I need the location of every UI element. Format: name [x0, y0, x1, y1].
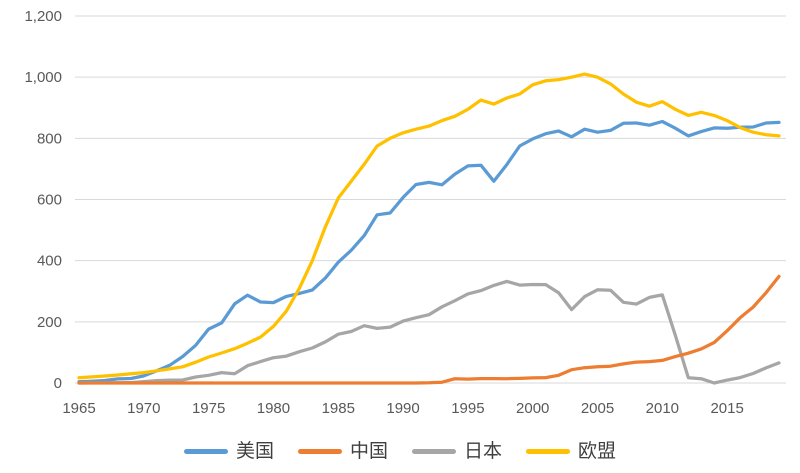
x-axis-tick-label: 1980: [257, 400, 290, 417]
y-axis-tick-label: 400: [37, 253, 62, 270]
legend-label-eu: 欧盟: [578, 440, 617, 462]
legend-swatch-china: [297, 448, 342, 454]
legend-swatch-eu: [526, 448, 571, 454]
legend-item-us: 美国: [183, 440, 274, 462]
series-line-japan: [77, 279, 781, 385]
x-axis-tick-label: 1965: [62, 400, 95, 417]
legend-swatch-us: [183, 448, 228, 454]
legend-item-eu: 欧盟: [526, 442, 616, 461]
x-axis-tick-label: 1990: [386, 400, 419, 417]
legend-item-japan: 日本: [412, 442, 502, 461]
y-axis-tick-label: 0: [54, 375, 62, 392]
chart-legend: 美国 中国 日本 欧盟: [0, 436, 800, 466]
x-axis-tick-label: 1995: [451, 400, 484, 417]
y-axis-tick-label: 1,000: [24, 69, 62, 86]
x-axis-tick-label: 2010: [646, 400, 679, 417]
y-axis-tick-label: 600: [37, 192, 62, 209]
legend-item-china: 中国: [297, 440, 388, 462]
x-axis-tick-label: 2000: [516, 400, 549, 417]
legend-label-japan: 日本: [464, 440, 503, 462]
legend-label-us: 美国: [235, 440, 274, 462]
series-line-china: [77, 274, 781, 385]
x-axis-tick-label: 1970: [127, 400, 160, 417]
y-axis-tick-label: 800: [37, 130, 62, 147]
x-axis-tick-label: 2015: [710, 400, 743, 417]
x-axis-tick-label: 1985: [322, 400, 355, 417]
x-axis-tick-label: 1975: [192, 400, 225, 417]
legend-label-china: 中国: [349, 440, 388, 462]
y-axis-tick-label: 200: [37, 314, 62, 331]
series-line-us: [77, 119, 781, 384]
series-line-eu: [77, 72, 781, 380]
x-axis-tick-label: 2005: [581, 400, 614, 417]
legend-swatch-japan: [412, 448, 456, 454]
line-chart-canvas: 0 200 400 600 800 1,000 1,200 1965 1970 1975 1980 1…: [24, 8, 786, 417]
y-axis-tick-label: 1,200: [24, 8, 62, 25]
